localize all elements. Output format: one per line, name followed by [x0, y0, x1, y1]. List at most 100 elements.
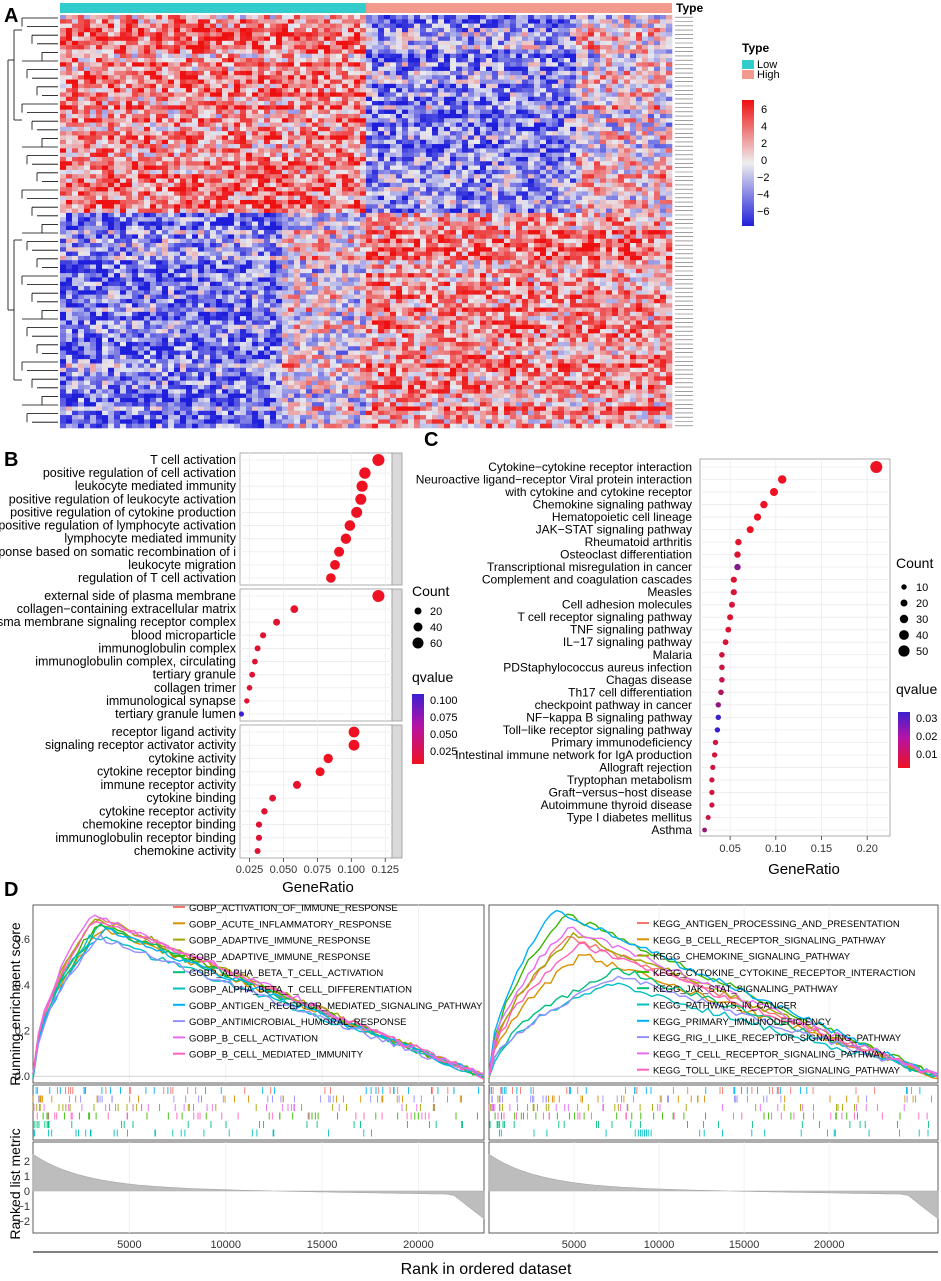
- heatmap-cell: [642, 174, 649, 179]
- heatmap-cell: [456, 88, 463, 93]
- heatmap-cell: [426, 109, 433, 115]
- heatmap-cell: [66, 144, 73, 149]
- heatmap-cell: [570, 144, 577, 149]
- heatmap-cell: [132, 187, 139, 192]
- heatmap-cell: [60, 169, 67, 175]
- heatmap-cell: [492, 53, 499, 59]
- heatmap-cell: [462, 208, 469, 214]
- heatmap-cell: [348, 49, 355, 55]
- heatmap-cell: [474, 148, 481, 153]
- heatmap-cell: [390, 79, 397, 85]
- heatmap-cell: [90, 131, 97, 136]
- heatmap-cell: [564, 122, 571, 128]
- heatmap-cell: [648, 96, 655, 102]
- heatmap-cell: [264, 105, 271, 110]
- heatmap-cell: [102, 101, 109, 106]
- heatmap-cell: [414, 212, 421, 218]
- heatmap-cell: [306, 75, 313, 80]
- heatmap-cell: [252, 118, 259, 123]
- heatmap-cell: [162, 23, 169, 29]
- heatmap-cell: [606, 79, 613, 85]
- heatmap-cell: [336, 66, 343, 72]
- heatmap-cell: [366, 212, 373, 218]
- heatmap-cell: [414, 122, 421, 128]
- heatmap-cell: [270, 40, 277, 46]
- heatmap-cell: [414, 131, 421, 136]
- heatmap-cell: [120, 148, 127, 153]
- heatmap-cell: [462, 212, 469, 218]
- heatmap-cell: [426, 148, 433, 153]
- heatmap-cell: [504, 36, 511, 42]
- heatmap-cell: [204, 96, 211, 102]
- heatmap-cell: [420, 53, 427, 59]
- heatmap-cell: [342, 15, 349, 20]
- heatmap-cell: [144, 212, 151, 218]
- heatmap-cell: [168, 122, 175, 128]
- heatmap-cell: [468, 182, 475, 188]
- heatmap-cell: [618, 204, 625, 209]
- heatmap-cell: [240, 40, 247, 46]
- heatmap-cell: [108, 139, 115, 145]
- heatmap-cell: [624, 79, 631, 85]
- heatmap-cell: [138, 169, 145, 175]
- heatmap-cell: [120, 105, 127, 110]
- heatmap-cell: [504, 58, 511, 63]
- heatmap-cell: [228, 49, 235, 55]
- heatmap-cell: [642, 122, 649, 128]
- heatmap-cell: [144, 15, 151, 20]
- heatmap-cell: [294, 45, 301, 50]
- heatmap-cell: [630, 45, 637, 50]
- heatmap-cell: [612, 131, 619, 136]
- heatmap-cell: [450, 36, 457, 42]
- heatmap-cell: [504, 135, 511, 141]
- heatmap-cell: [654, 53, 661, 59]
- heatmap-cell: [246, 36, 253, 42]
- heatmap-cell: [84, 126, 91, 132]
- heatmap-cell: [540, 118, 547, 123]
- heatmap-cell: [390, 118, 397, 123]
- heatmap-cell: [648, 187, 655, 192]
- heatmap-cell: [420, 178, 427, 184]
- heatmap-cell: [210, 126, 217, 132]
- heatmap-cell: [240, 126, 247, 132]
- heatmap-cell: [552, 118, 559, 123]
- heatmap-cell: [156, 178, 163, 184]
- heatmap-cell: [330, 152, 337, 158]
- heatmap-cell: [120, 118, 127, 123]
- heatmap-cell: [516, 45, 523, 50]
- heatmap-cell: [504, 204, 511, 209]
- heatmap-cell: [474, 49, 481, 55]
- heatmap-cell: [630, 118, 637, 123]
- heatmap-cell: [282, 15, 289, 20]
- heatmap-cell: [96, 19, 103, 24]
- heatmap-cell: [564, 53, 571, 59]
- heatmap-cell: [264, 40, 271, 46]
- heatmap-cell: [330, 126, 337, 132]
- heatmap-cell: [594, 45, 601, 50]
- heatmap-cell: [546, 212, 553, 218]
- heatmap-cell: [342, 169, 349, 175]
- heatmap-cell: [558, 144, 565, 149]
- heatmap-cell: [624, 53, 631, 59]
- heatmap-cell: [258, 182, 265, 188]
- heatmap-cell: [444, 83, 451, 89]
- heatmap-cell: [108, 221, 115, 227]
- heatmap-cell: [390, 109, 397, 115]
- heatmap-cell: [648, 36, 655, 42]
- heatmap-cell: [372, 169, 379, 175]
- heatmap-cell: [324, 45, 331, 50]
- heatmap-cell: [234, 208, 241, 214]
- heatmap-cell: [216, 88, 223, 93]
- heatmap-cell: [144, 105, 151, 110]
- heatmap-cell: [90, 19, 97, 24]
- heatmap-cell: [204, 118, 211, 123]
- heatmap-cell: [402, 152, 409, 158]
- heatmap-cell: [606, 178, 613, 184]
- heatmap-cell: [336, 135, 343, 141]
- heatmap-cell: [582, 96, 589, 102]
- heatmap-cell: [420, 118, 427, 123]
- heatmap-cell: [318, 191, 325, 196]
- heatmap-cell: [432, 165, 439, 171]
- heatmap-cell: [102, 62, 109, 67]
- heatmap-cell: [270, 88, 277, 93]
